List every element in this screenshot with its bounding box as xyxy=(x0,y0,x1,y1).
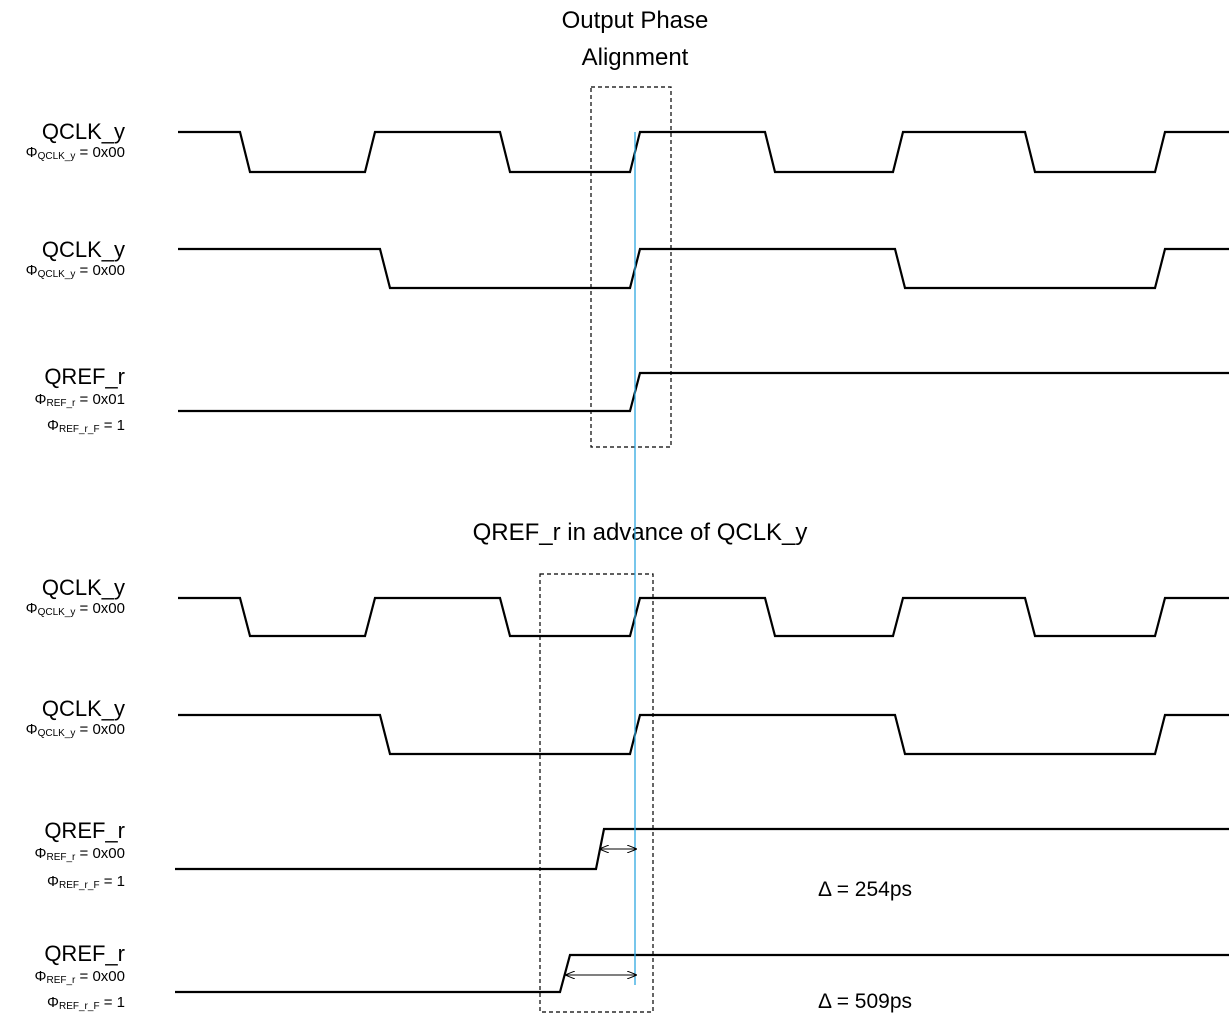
waveform-qref-1 xyxy=(178,371,1229,413)
diagram-title-line1: Output Phase xyxy=(561,7,709,34)
signal-name: QCLK_y xyxy=(41,696,125,721)
alignment-box-bottom xyxy=(539,573,654,1013)
phase-setting: ΦREF_r = 0x00 xyxy=(34,845,126,863)
phase-setting: ΦQCLK_y = 0x00 xyxy=(25,262,125,280)
signal-name: QREF_r xyxy=(44,941,125,966)
phase-setting: ΦQCLK_y = 0x00 xyxy=(25,721,125,739)
waveform-qref-2 xyxy=(175,827,1229,871)
signal-label-qclk-1: QCLK_y ΦQCLK_y = 0x00 xyxy=(26,120,125,166)
section-title-advance: QREF_r in advance of QCLK_y xyxy=(472,519,808,546)
signal-label-qref-3: QREF_r ΦREF_r = 0x00 ΦREF_r_F = 1 xyxy=(35,942,126,1016)
delta-label-509: Δ = 509ps xyxy=(818,990,913,1013)
fine-phase-setting: ΦREF_r_F = 1 xyxy=(47,873,125,891)
waveform-qclk-3 xyxy=(178,596,1229,638)
phase-setting: ΦQCLK_y = 0x00 xyxy=(25,144,125,162)
signal-label-qclk-3: QCLK_y ΦQCLK_y = 0x00 xyxy=(26,576,125,622)
diagram-title-line2: Alignment xyxy=(581,44,689,71)
signal-label-qref-2: QREF_r ΦREF_r = 0x00 ΦREF_r_F = 1 xyxy=(35,819,126,895)
waveform-qclk-2 xyxy=(178,247,1229,290)
signal-name: QREF_r xyxy=(44,364,125,389)
signal-label-qclk-2: QCLK_y ΦQCLK_y = 0x00 xyxy=(26,238,125,284)
signal-name: QCLK_y xyxy=(41,575,125,600)
waveform-qref-3 xyxy=(175,953,1229,994)
signal-label-qref-1: QREF_r ΦREF_r = 0x01 ΦREF_r_F = 1 xyxy=(35,365,126,439)
waveform-qclk-4 xyxy=(178,713,1229,756)
waveform-qclk-1 xyxy=(178,130,1229,174)
alignment-box-top xyxy=(590,86,672,448)
phase-setting: ΦQCLK_y = 0x00 xyxy=(25,600,125,618)
phase-setting: ΦREF_r = 0x01 xyxy=(34,391,126,409)
phase-setting: ΦREF_r = 0x00 xyxy=(34,968,126,986)
signal-name: QCLK_y xyxy=(41,237,125,262)
fine-phase-setting: ΦREF_r_F = 1 xyxy=(47,994,125,1012)
fine-phase-setting: ΦREF_r_F = 1 xyxy=(47,417,125,435)
signal-name: QREF_r xyxy=(44,818,125,843)
signal-name: QCLK_y xyxy=(41,119,125,144)
signal-label-qclk-4: QCLK_y ΦQCLK_y = 0x00 xyxy=(26,697,125,743)
delta-label-254: Δ = 254ps xyxy=(818,878,913,901)
